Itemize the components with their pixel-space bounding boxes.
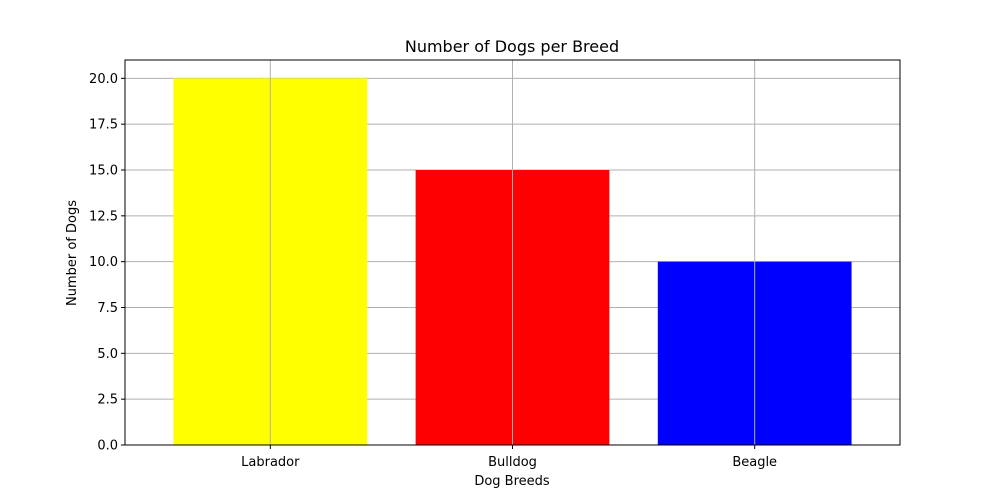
y-tick-label: 12.5: [89, 209, 118, 224]
x-axis-label: Dog Breeds: [474, 474, 550, 489]
y-axis-ticks: 0.0 2.5 5.0 7.5 10.0 12.5 15.0 17.5 20.0: [89, 72, 125, 454]
chart-title: Number of Dogs per Breed: [405, 37, 619, 56]
y-tick-label: 15.0: [89, 164, 118, 179]
y-tick-label: 20.0: [89, 72, 118, 87]
x-tick-label: Beagle: [732, 455, 777, 470]
y-tick-label: 17.5: [89, 118, 118, 133]
x-axis-ticks: Labrador Bulldog Beagle: [241, 445, 777, 470]
y-tick-label: 5.0: [97, 347, 118, 362]
x-tick-label: Bulldog: [488, 455, 537, 470]
vertical-grid-lines: [269, 60, 756, 445]
y-axis-label: Number of Dogs: [65, 200, 80, 306]
y-tick-label: 10.0: [89, 255, 118, 270]
y-tick-label: 2.5: [97, 393, 118, 408]
y-tick-label: 7.5: [97, 301, 118, 316]
y-tick-label: 0.0: [97, 439, 118, 454]
x-tick-label: Labrador: [241, 455, 300, 470]
